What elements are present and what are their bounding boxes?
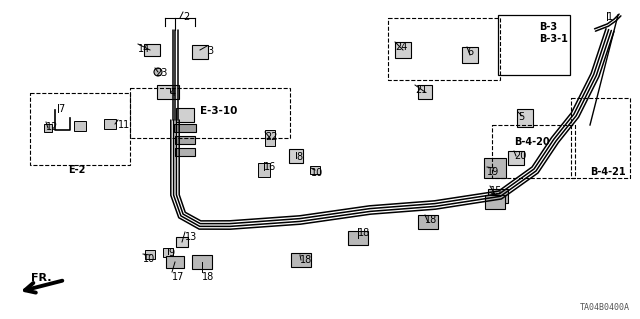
Text: 14: 14: [138, 44, 150, 54]
Text: B-4-21: B-4-21: [590, 167, 626, 177]
Text: 8: 8: [296, 152, 302, 162]
Bar: [74, 121, 86, 131]
Bar: [163, 248, 173, 256]
Bar: [289, 149, 303, 163]
Text: 16: 16: [264, 162, 276, 172]
Bar: [485, 195, 505, 209]
Text: B-3: B-3: [539, 22, 557, 32]
Bar: [348, 231, 368, 245]
Text: 17: 17: [172, 272, 184, 282]
Text: 9: 9: [168, 248, 174, 258]
Text: 6: 6: [467, 47, 473, 57]
Bar: [175, 136, 195, 144]
Text: 18: 18: [300, 255, 312, 265]
Bar: [291, 253, 311, 267]
Text: B-4-20: B-4-20: [514, 137, 550, 147]
Text: E-3-10: E-3-10: [200, 106, 237, 116]
Text: 21: 21: [415, 85, 428, 95]
Text: 13: 13: [185, 232, 197, 242]
Text: 3: 3: [207, 46, 213, 56]
Bar: [462, 47, 478, 63]
Text: 4: 4: [170, 88, 176, 98]
Text: 2: 2: [183, 12, 189, 22]
Bar: [310, 166, 320, 174]
Bar: [176, 108, 194, 122]
Text: 20: 20: [514, 151, 526, 161]
Bar: [30, 93, 130, 165]
Bar: [144, 44, 160, 56]
Bar: [418, 215, 438, 229]
Bar: [176, 237, 188, 247]
Text: 5: 5: [518, 112, 524, 122]
Bar: [258, 163, 270, 177]
Bar: [488, 189, 508, 203]
Bar: [498, 15, 570, 75]
Text: 23: 23: [155, 68, 168, 78]
Bar: [157, 85, 179, 99]
Bar: [175, 148, 195, 156]
Bar: [192, 45, 208, 59]
Text: 19: 19: [487, 167, 499, 177]
Text: 12: 12: [46, 122, 58, 132]
Text: 10: 10: [143, 254, 156, 264]
Bar: [571, 98, 630, 178]
Bar: [484, 158, 506, 178]
Bar: [174, 124, 196, 132]
Bar: [388, 18, 500, 80]
Text: 24: 24: [395, 42, 408, 52]
Bar: [418, 85, 432, 99]
Bar: [517, 109, 533, 127]
Text: FR.: FR.: [31, 273, 52, 283]
Bar: [395, 42, 411, 58]
Text: 11: 11: [118, 120, 131, 130]
Bar: [104, 119, 116, 129]
Circle shape: [154, 68, 162, 76]
Bar: [145, 249, 155, 258]
Bar: [130, 88, 290, 138]
Text: TA04B0400A: TA04B0400A: [580, 303, 630, 312]
Bar: [192, 255, 212, 269]
Text: 18: 18: [425, 215, 437, 225]
Bar: [166, 256, 184, 268]
Text: E-2: E-2: [68, 165, 85, 175]
Text: 1: 1: [607, 12, 613, 22]
Text: 15: 15: [490, 186, 502, 196]
Text: 10: 10: [311, 168, 323, 178]
Text: 7: 7: [58, 104, 64, 114]
Text: 18: 18: [202, 272, 214, 282]
Bar: [508, 151, 524, 165]
Text: B-3-1: B-3-1: [539, 34, 568, 44]
Bar: [492, 125, 575, 178]
Text: 22: 22: [265, 132, 278, 142]
Text: 18: 18: [358, 228, 371, 238]
Bar: [265, 130, 275, 146]
Bar: [44, 124, 52, 132]
